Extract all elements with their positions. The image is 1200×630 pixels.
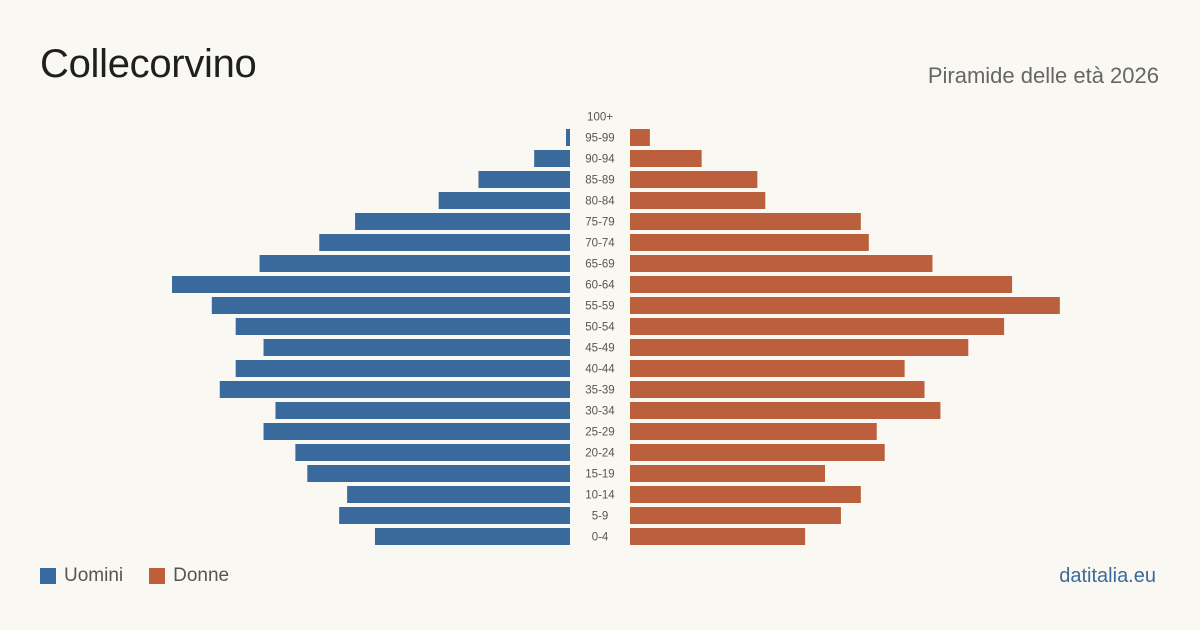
bar-men: [438, 192, 570, 209]
age-group-label: 10-14: [585, 490, 615, 502]
legend: Uomini Donne: [40, 565, 255, 587]
bar-women: [630, 360, 905, 377]
legend-swatch-women: [149, 568, 166, 584]
age-group-label: 85-89: [585, 175, 614, 187]
age-group-label: 5-9: [592, 511, 609, 523]
legend-item-women: Donne: [149, 565, 229, 587]
bar-women: [630, 381, 925, 398]
age-group-label: 15-19: [585, 469, 614, 481]
bar-women: [630, 402, 941, 419]
bar-men: [534, 150, 570, 167]
age-group-label: 0-4: [592, 532, 609, 544]
bar-women: [630, 318, 1005, 335]
bar-men: [374, 528, 570, 545]
age-group-label: 35-39: [585, 385, 614, 397]
bar-women: [630, 444, 885, 461]
bar-women: [630, 129, 650, 146]
age-group-label: 50-54: [585, 322, 615, 334]
bar-men: [263, 339, 570, 356]
bar-men: [566, 129, 570, 146]
bar-men: [235, 318, 570, 335]
bar-women: [630, 234, 869, 251]
bar-men: [339, 507, 570, 524]
age-group-label: 75-79: [585, 217, 614, 229]
bar-men: [259, 255, 570, 272]
bar-men: [295, 444, 570, 461]
bar-women: [630, 297, 1060, 314]
bar-women: [630, 465, 826, 482]
bar-men: [172, 276, 570, 293]
bar-women: [630, 171, 758, 188]
bar-men: [211, 297, 571, 314]
age-group-label: 90-94: [585, 154, 615, 166]
age-group-label: 65-69: [585, 259, 614, 271]
bar-women: [630, 528, 806, 545]
legend-label-men: Uomini: [64, 565, 124, 586]
bar-men: [319, 234, 570, 251]
age-group-label: 30-34: [585, 406, 615, 418]
bar-men: [235, 360, 570, 377]
bar-women: [630, 507, 841, 524]
bar-women: [630, 276, 1013, 293]
bar-women: [630, 486, 861, 503]
source-link[interactable]: datitalia.eu: [1059, 565, 1156, 587]
bar-men: [347, 486, 570, 503]
bar-women: [630, 423, 877, 440]
bar-men: [275, 402, 570, 419]
bar-women: [630, 255, 933, 272]
bar-women: [630, 213, 861, 230]
legend-label-women: Donne: [173, 565, 230, 586]
bar-men: [263, 423, 570, 440]
bar-men: [478, 171, 570, 188]
age-group-label: 55-59: [585, 301, 614, 313]
bar-women: [630, 150, 702, 167]
bar-women: [630, 339, 969, 356]
legend-swatch-men: [40, 568, 56, 584]
age-group-label: 40-44: [585, 364, 615, 376]
chart-title: Collecorvino: [40, 42, 257, 86]
bar-men: [219, 381, 570, 398]
chart-subtitle: Piramide delle età 2026: [927, 63, 1159, 88]
age-group-label: 80-84: [585, 196, 615, 208]
age-group-label: 45-49: [585, 343, 614, 355]
age-group-label: 20-24: [585, 448, 615, 460]
age-group-label: 70-74: [585, 238, 615, 250]
age-group-label: 95-99: [585, 133, 614, 145]
bar-women: [630, 192, 766, 209]
age-group-label: 60-64: [585, 280, 615, 292]
age-group-label: 25-29: [585, 427, 614, 439]
bar-men: [355, 213, 570, 230]
age-group-label: 100+: [587, 112, 613, 124]
bar-men: [307, 465, 570, 482]
legend-item-men: Uomini: [40, 565, 123, 587]
